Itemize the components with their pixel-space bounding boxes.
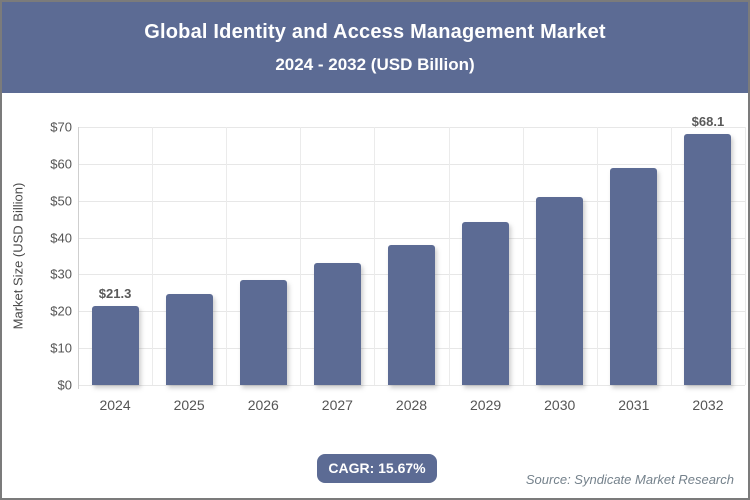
y-axis-tick-label: $40 bbox=[50, 230, 72, 246]
gridline-vertical bbox=[152, 127, 154, 385]
gridline-horizontal bbox=[78, 163, 745, 165]
gridline-vertical bbox=[226, 127, 228, 385]
gridline-vertical bbox=[670, 127, 672, 385]
x-axis-tick-label: 2030 bbox=[544, 397, 576, 413]
bar-2025 bbox=[165, 294, 213, 385]
bar-2027 bbox=[313, 263, 361, 385]
bar-2028 bbox=[388, 244, 435, 385]
gridline-vertical bbox=[448, 127, 450, 385]
y-axis-tick-label: $50 bbox=[50, 193, 72, 209]
bar-2029 bbox=[462, 222, 510, 385]
gridline-vertical bbox=[596, 127, 598, 385]
x-axis-tick-label: 2031 bbox=[618, 397, 650, 413]
gridline-horizontal bbox=[78, 200, 745, 202]
gridline-horizontal bbox=[78, 385, 745, 386]
gridline-vertical bbox=[745, 127, 746, 385]
y-axis-tick-label: $20 bbox=[50, 303, 72, 319]
bar-value-label: $21.3 bbox=[98, 286, 132, 302]
source-attribution: Source: Syndicate Market Research bbox=[525, 472, 734, 487]
y-axis-tick-label: $10 bbox=[50, 340, 72, 356]
x-axis-tick-label: 2029 bbox=[470, 397, 502, 413]
chart-header: Global Identity and Access Management Ma… bbox=[2, 2, 748, 93]
cagr-badge: CAGR: 15.67% bbox=[317, 454, 437, 483]
x-axis-tick-label: 2028 bbox=[395, 397, 428, 413]
gridline-horizontal bbox=[78, 127, 745, 128]
y-axis-tick-label: $70 bbox=[50, 119, 72, 135]
x-axis-tick-label: 2024 bbox=[99, 397, 131, 413]
bar-value-label: $68.1 bbox=[691, 114, 725, 129]
bar-2032 bbox=[684, 134, 732, 385]
chart-title-line2: 2024 - 2032 (USD Billion) bbox=[275, 55, 475, 74]
x-axis-tick-label: 2032 bbox=[692, 397, 724, 413]
gridline-horizontal bbox=[78, 237, 745, 239]
y-axis-tick-label: $0 bbox=[57, 377, 72, 393]
x-axis-tick-label: 2025 bbox=[173, 397, 205, 413]
bar-2024 bbox=[91, 306, 139, 385]
y-axis-tick-label: $30 bbox=[50, 266, 72, 282]
chart-title-line1: Global Identity and Access Management Ma… bbox=[144, 21, 606, 43]
gridline-vertical bbox=[374, 127, 376, 385]
bar-2026 bbox=[239, 279, 287, 385]
gridline-vertical bbox=[300, 127, 302, 385]
y-axis-line bbox=[78, 127, 79, 389]
x-axis-tick-label: 2027 bbox=[321, 397, 353, 413]
gridline-vertical bbox=[522, 127, 524, 385]
y-axis-tick-label: $60 bbox=[50, 156, 72, 172]
bar-2030 bbox=[536, 197, 584, 385]
bar-2031 bbox=[610, 167, 658, 385]
x-axis-tick-label: 2026 bbox=[247, 397, 279, 413]
